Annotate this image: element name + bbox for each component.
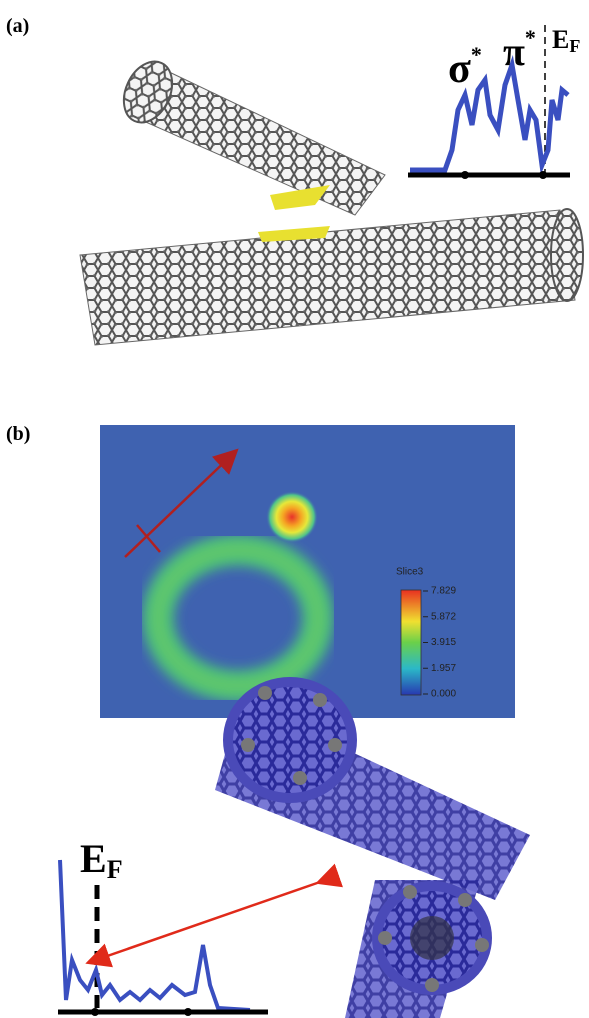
- colorbar-tick-label: 1.957: [431, 663, 456, 674]
- symbol: E: [552, 25, 569, 54]
- pi-label: π*: [503, 25, 536, 74]
- fermi-label: EF: [552, 25, 580, 56]
- panel-label: (a): [6, 15, 29, 37]
- density-slice: [100, 425, 515, 718]
- symbol: σ: [448, 46, 471, 92]
- nanotube-lower: [80, 209, 583, 345]
- colorbar-tick-label: 5.872: [431, 611, 456, 622]
- nanotube-upper: [115, 54, 385, 215]
- superscript: *: [471, 42, 482, 67]
- colorbar-title: Slice3: [396, 567, 424, 578]
- colorbar-tick-label: 7.829: [431, 586, 456, 597]
- symbol: E: [80, 836, 107, 881]
- colorbar-tick-label: 3.915: [431, 637, 456, 648]
- subscript: F: [107, 855, 123, 884]
- colorbar-tick-label: 0.000: [431, 689, 456, 700]
- nanotube-blue-lower: [345, 880, 489, 1018]
- dos-inset: [58, 860, 320, 1016]
- panel-label: (b): [6, 423, 30, 445]
- sigma-label: σ*: [448, 42, 482, 92]
- superscript: *: [525, 25, 536, 50]
- dos-inset: [408, 25, 570, 179]
- figure: (a) σ* π* EF (b) Slice3 7.8295.8723.9151…: [0, 0, 589, 1018]
- symbol: π: [503, 29, 525, 74]
- subscript: F: [569, 36, 580, 56]
- fermi-label: EF: [80, 836, 123, 884]
